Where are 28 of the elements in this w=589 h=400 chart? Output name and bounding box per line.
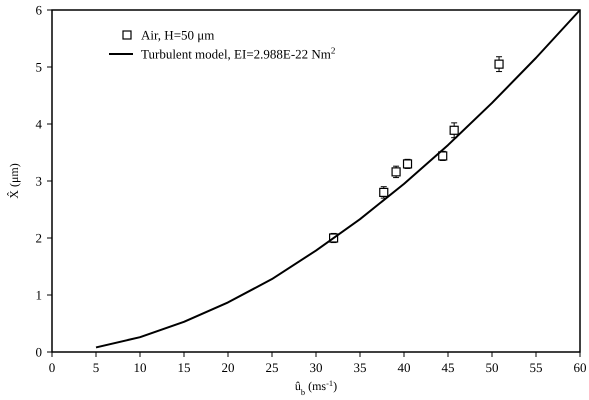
point [450,126,459,135]
point [391,167,401,176]
legend-label: Air, H=50 μm [141,28,214,42]
y-axis-title: X̂ (μm) [6,163,21,199]
x-tick-label: 40 [398,360,410,375]
x-tick-label: 10 [134,360,146,375]
x-tick-label: 45 [442,360,454,375]
y-tick-label: 5 [36,60,42,74]
x-tick-label: 0 [48,360,56,375]
x-axis-title: û$_{b}$ (ms$^{-1}$) [294,378,338,396]
x-tick-label: 15 [178,360,190,375]
point [494,60,504,69]
x-tick-label: 5 [92,360,100,375]
x-tick-label: 60 [574,360,586,375]
y-tick-label: 4 [36,116,42,132]
point [379,188,388,197]
x-tick-label: 55 [530,360,542,375]
y-tick-label: 0 [36,344,42,360]
y-tick-label: 1 [36,288,42,302]
x-tick-label: 35 [354,360,366,375]
x-tick-label: 25 [266,360,278,375]
x-tick-label: 50 [486,360,498,375]
x-tick-label: 20 [222,360,234,375]
y-tick-label: 6 [36,2,42,18]
y-tick-label: 3 [36,174,42,188]
legend-label: Turbulent model, EI=2.988E-22 Nm$^{2}$ [141,46,336,62]
y-tick-label: 2 [36,230,42,246]
x-tick-label: 30 [310,360,322,375]
